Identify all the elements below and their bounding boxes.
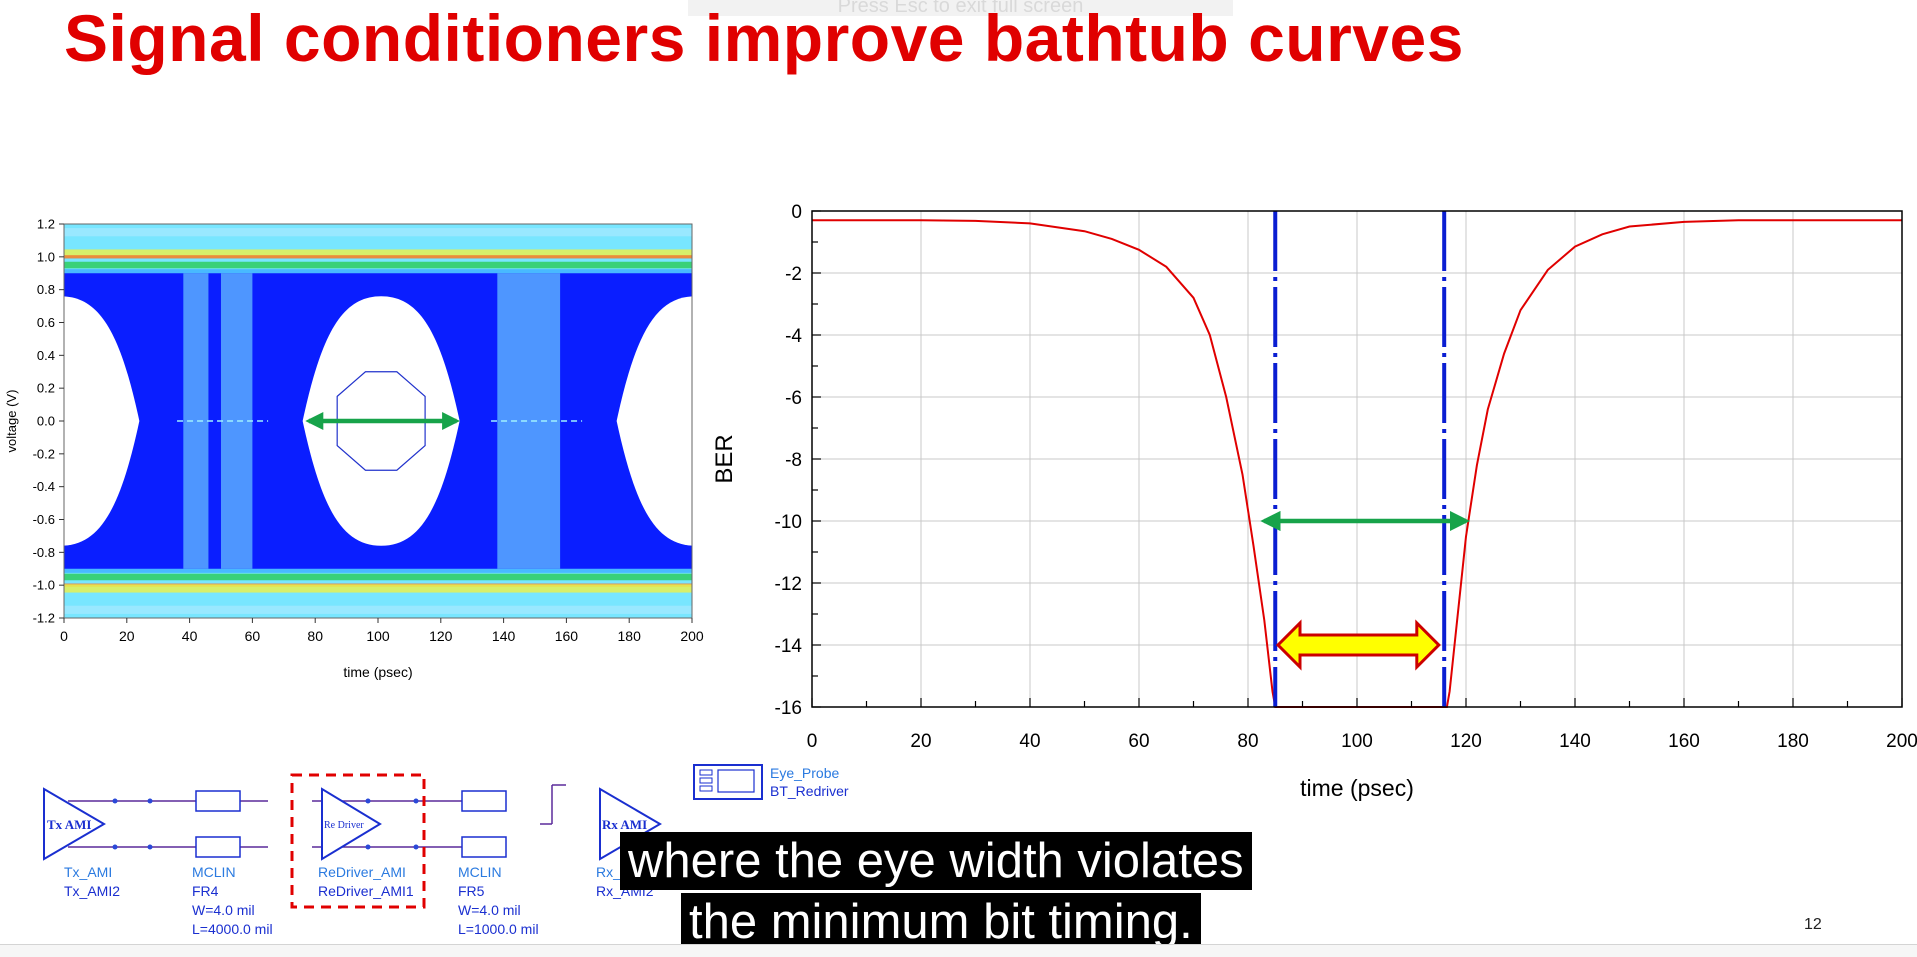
mclin-fr5-symbol[interactable] xyxy=(461,790,507,858)
bathtub-x-tick-label: 20 xyxy=(910,731,931,752)
eye-density-band xyxy=(64,584,692,593)
eye-x-tick-label: 200 xyxy=(680,628,704,644)
bathtub-x-tick-label: 160 xyxy=(1668,731,1700,752)
eye-density-band xyxy=(64,255,692,259)
bathtub-y-tick-label: -16 xyxy=(775,698,802,719)
bathtub-y-axis-label: BER xyxy=(711,434,738,483)
eye-opening-right-partial xyxy=(616,296,692,546)
eye-x-tick-label: 0 xyxy=(60,628,68,644)
eye-y-tick-label: -0.4 xyxy=(33,479,55,494)
redriver-highlight-box xyxy=(290,773,426,909)
eye-probe-name: Eye_Probe xyxy=(770,765,839,781)
eye-y-tick-label: -0.2 xyxy=(33,446,55,461)
eye-x-tick-label: 20 xyxy=(119,628,135,644)
eye-x-axis-label: time (psec) xyxy=(343,664,412,680)
eye-x-tick-label: 100 xyxy=(366,628,390,644)
bathtub-y-tick-label: -10 xyxy=(775,512,802,533)
rx-ami-symbol[interactable]: Rx AMI xyxy=(599,787,662,861)
eye-probe-instance: BT_Redriver xyxy=(770,783,849,799)
bathtub-x-tick-label: 180 xyxy=(1777,731,1809,752)
bathtub-curve-chart: 0 20 40 60 80 100 120 140 160 180 200 0 -2 -4 -6 -8 -10 -… xyxy=(711,202,1917,801)
bathtub-y-tick-label: -12 xyxy=(775,574,802,595)
eye-probe-symbol[interactable] xyxy=(693,764,763,800)
page-number: 12 xyxy=(1804,916,1822,933)
eye-density-band xyxy=(64,228,692,237)
eye-density-band xyxy=(64,249,692,258)
eye-y-tick-label: -1.0 xyxy=(33,578,55,593)
eye-x-tick-label: 160 xyxy=(555,628,579,644)
eye-y-tick-label: 0.2 xyxy=(37,381,55,396)
bathtub-x-tick-label: 40 xyxy=(1019,731,1040,752)
tx-ami-name: Tx_AMI xyxy=(64,864,112,880)
mclin-fr4-name: MCLIN xyxy=(192,864,236,880)
eye-x-tick-label: 140 xyxy=(492,628,516,644)
eye-x-tick-label: 40 xyxy=(182,628,198,644)
eye-y-axis-label: voltage (V) xyxy=(4,390,19,453)
bathtub-y-tick-label: -6 xyxy=(785,388,802,409)
fullscreen-hint: Press Esc to exit full screen xyxy=(688,0,1233,16)
bathtub-y-tick-label: 0 xyxy=(791,202,802,223)
eye-y-tick-label: 1.0 xyxy=(37,249,55,264)
eye-y-tick-label: 0.8 xyxy=(37,282,55,297)
bathtub-y-tick-label: -4 xyxy=(785,326,802,347)
redriver-ami-symbol[interactable]: Re Driver xyxy=(321,787,382,861)
eye-density-band xyxy=(64,261,692,269)
eye-x-tick-label: 80 xyxy=(307,628,323,644)
mclin-fr5-length: L=1000.0 mil xyxy=(458,921,539,937)
bathtub-x-axis-label: time (psec) xyxy=(1300,775,1414,801)
eye-density-band xyxy=(64,564,692,573)
min-bit-timing-arrow xyxy=(1275,619,1441,671)
rx-ami-symbol-label: Rx AMI xyxy=(602,817,647,832)
bottom-bar xyxy=(0,944,1917,957)
bathtub-x-tick-label: 140 xyxy=(1559,731,1591,752)
bathtub-x-tick-label: 200 xyxy=(1886,731,1917,752)
eye-opening-left-partial xyxy=(64,296,140,546)
eye-y-tick-label: -0.6 xyxy=(33,512,55,527)
eye-y-tick-label: -0.8 xyxy=(33,545,55,560)
redriver-symbol-label: Re Driver xyxy=(324,820,364,831)
rx-ami-name: Rx_ xyxy=(596,864,621,880)
mclin-fr5-name: MCLIN xyxy=(458,864,502,880)
channel-schematic: Tx AMI Re Driver Rx AMI Eye_Probe BT_Red… xyxy=(43,764,849,937)
slide-title: Signal conditioners improve bathtub curv… xyxy=(64,1,1464,75)
eye-y-tick-label: -1.2 xyxy=(33,611,55,626)
tx-ami-symbol-label: Tx AMI xyxy=(47,817,91,832)
tx-ami-instance: Tx_AMI2 xyxy=(64,883,120,899)
eye-x-tick-label: 180 xyxy=(618,628,642,644)
eye-density-band xyxy=(64,573,692,581)
eye-density-band xyxy=(64,605,692,614)
bathtub-x-tick-label: 0 xyxy=(807,731,818,752)
mclin-fr5-instance: FR5 xyxy=(458,883,485,899)
eye-y-tick-label: 1.2 xyxy=(37,217,55,232)
redriver-name: ReDriver_AMI xyxy=(318,864,406,880)
mclin-fr4-symbol[interactable] xyxy=(195,790,241,858)
bathtub-x-tick-label: 60 xyxy=(1128,731,1149,752)
mclin-fr5-width: W=4.0 mil xyxy=(458,902,521,918)
tx-ami-symbol[interactable]: Tx AMI xyxy=(43,787,106,861)
bathtub-x-tick-label: 100 xyxy=(1341,731,1373,752)
caption-line-2: the minimum bit timing. xyxy=(681,893,1201,951)
caption-line-1: where the eye width violates xyxy=(620,832,1252,890)
bathtub-x-tick-label: 80 xyxy=(1237,731,1258,752)
redriver-instance: ReDriver_AMI1 xyxy=(318,883,414,899)
eye-diagram-chart: 0 20 40 60 80 100 120 140 160 180 200 1.2 1.0 0.8 0.6 0… xyxy=(4,217,704,681)
mclin-fr4-width: W=4.0 mil xyxy=(192,902,255,918)
eye-y-tick-label: 0.4 xyxy=(37,348,55,363)
eye-y-tick-label: 0.6 xyxy=(37,315,55,330)
bathtub-x-tick-label: 120 xyxy=(1450,731,1482,752)
bathtub-y-tick-label: -8 xyxy=(785,450,802,471)
bathtub-y-tick-label: -14 xyxy=(775,636,803,657)
eye-x-tick-label: 60 xyxy=(245,628,261,644)
bathtub-y-tick-label: -2 xyxy=(785,264,802,285)
mclin-fr4-instance: FR4 xyxy=(192,883,219,899)
mclin-fr4-length: L=4000.0 mil xyxy=(192,921,273,937)
eye-x-tick-label: 120 xyxy=(429,628,453,644)
eye-mask-hexagon xyxy=(336,371,426,471)
eye-y-tick-label: 0.0 xyxy=(37,414,55,429)
